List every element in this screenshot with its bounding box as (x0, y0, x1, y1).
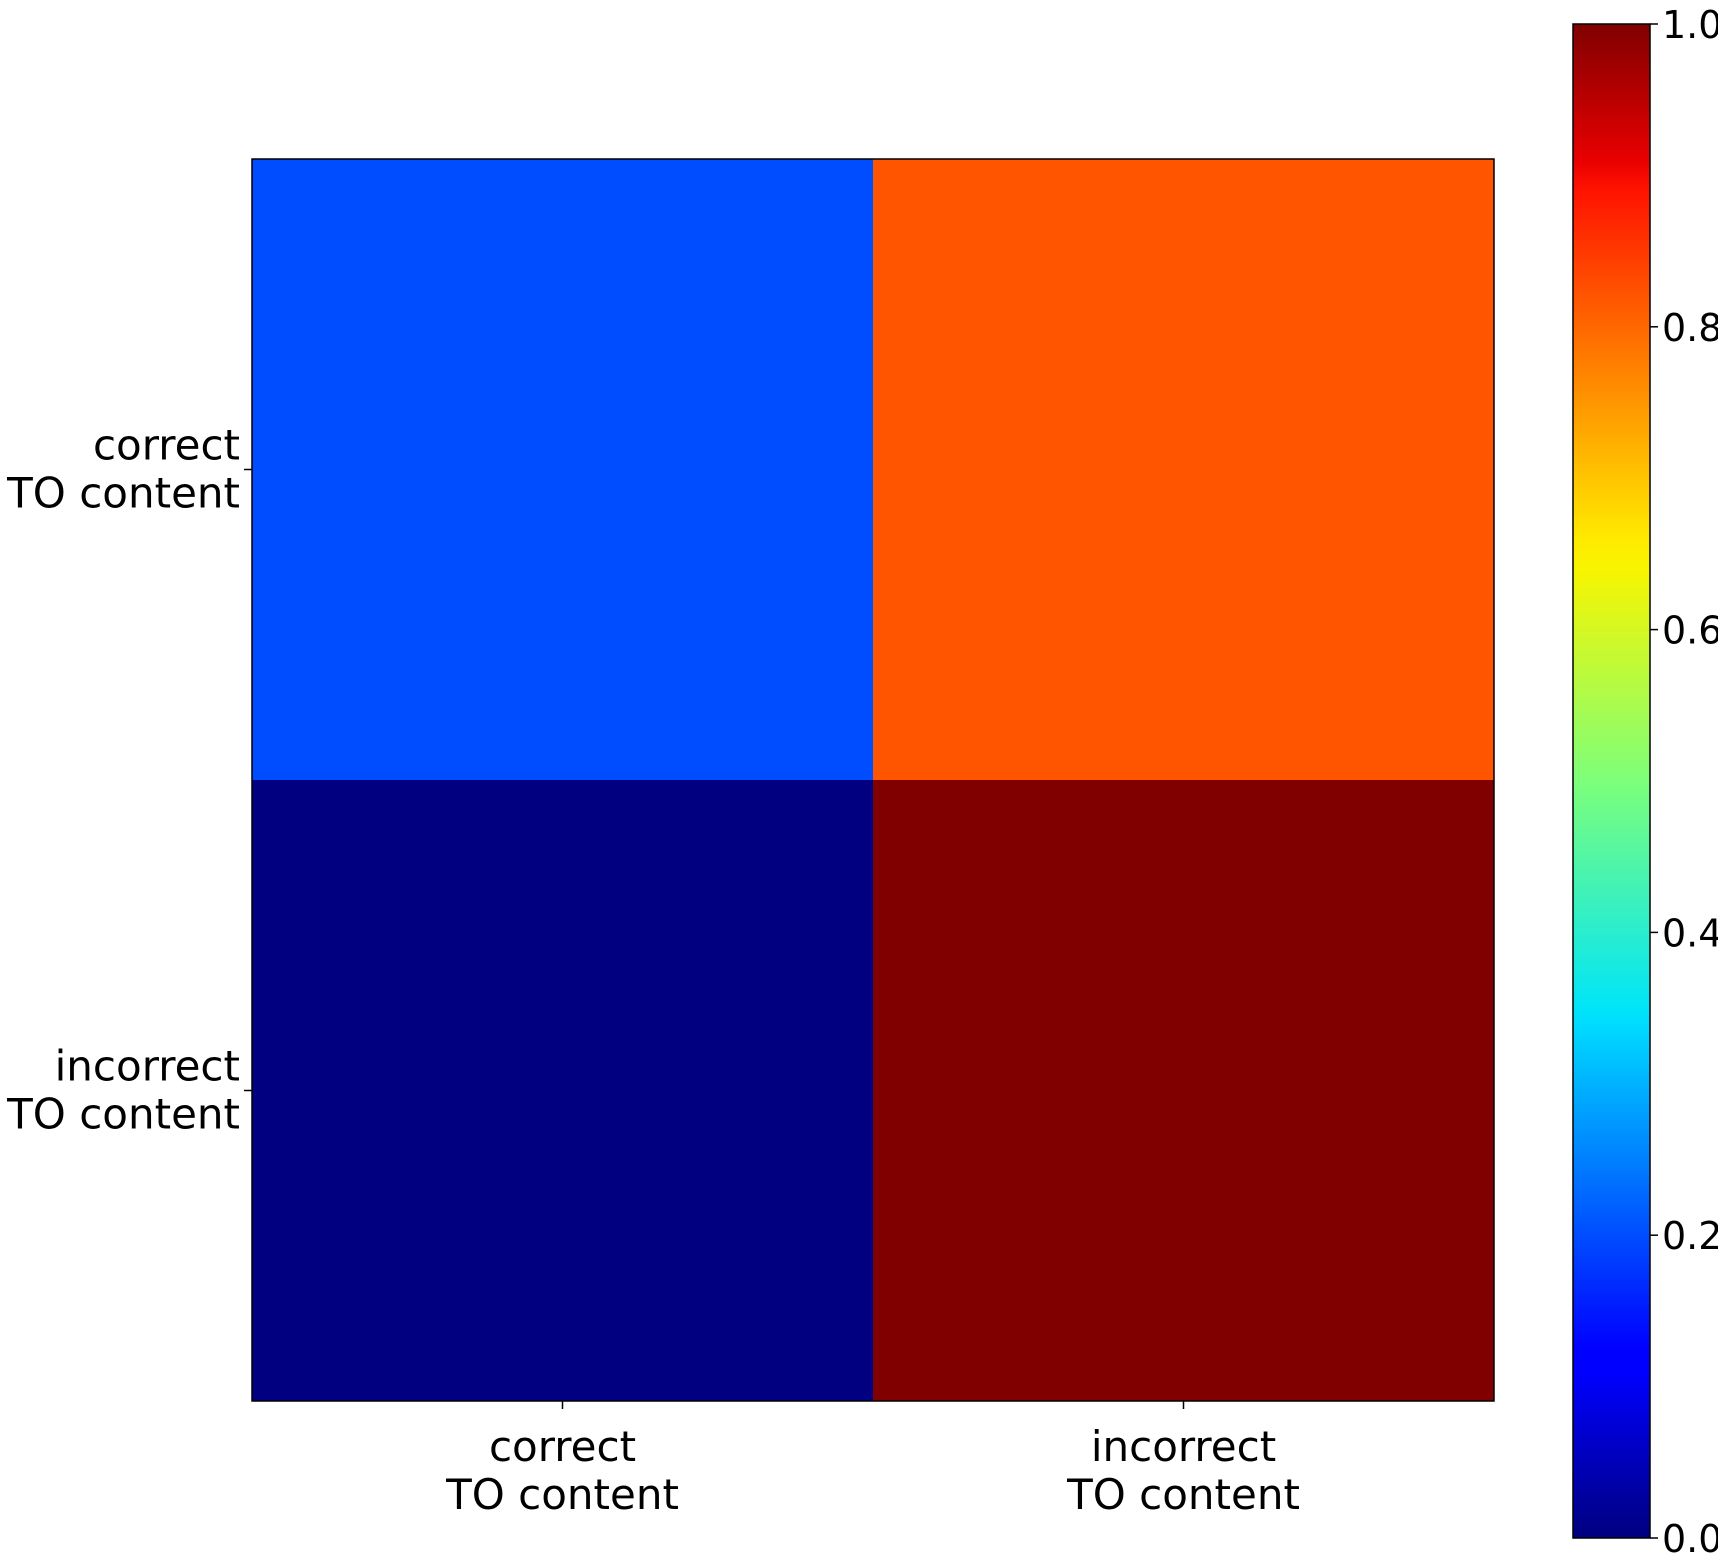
colorbar-tick-label-2: 0.4 (1662, 911, 1718, 955)
colorbar-tick-label-5: 1.0 (1662, 3, 1718, 47)
y-tick-label-0-line-1: TO content (6, 469, 240, 518)
y-tick-label-0-line-0: correct (93, 421, 240, 470)
colorbar-tick-label-0: 0.0 (1662, 1517, 1718, 1561)
heatmap-cell-r0-c1 (873, 159, 1495, 781)
x-tick-label-0-line-0: correct (489, 1422, 636, 1471)
x-tick-label-1-line-1: TO content (1066, 1470, 1300, 1519)
colorbar (1572, 23, 1651, 1539)
y-tick-label-1-line-0: incorrect (55, 1042, 240, 1091)
x-tick-label-1-line-0: incorrect (1091, 1422, 1276, 1471)
x-tick-label-0-line-1: TO content (445, 1470, 679, 1519)
y-tick-label-1-line-1: TO content (6, 1090, 240, 1139)
colorbar-tick-label-1: 0.2 (1662, 1214, 1718, 1258)
colorbar-tick-label-4: 0.8 (1662, 306, 1718, 350)
heatmap-cell-r1-c1 (873, 780, 1495, 1402)
colorbar-tick-label-3: 0.6 (1662, 609, 1718, 653)
heatmap-cells (252, 159, 1495, 1402)
heatmap-cell-r1-c0 (252, 780, 874, 1402)
heatmap-cell-r0-c0 (252, 159, 874, 781)
plot-frame (251, 158, 1495, 1402)
colorbar-ticks: 0.0 0.2 0.4 0.6 0.8 1.0 (1650, 3, 1718, 1561)
